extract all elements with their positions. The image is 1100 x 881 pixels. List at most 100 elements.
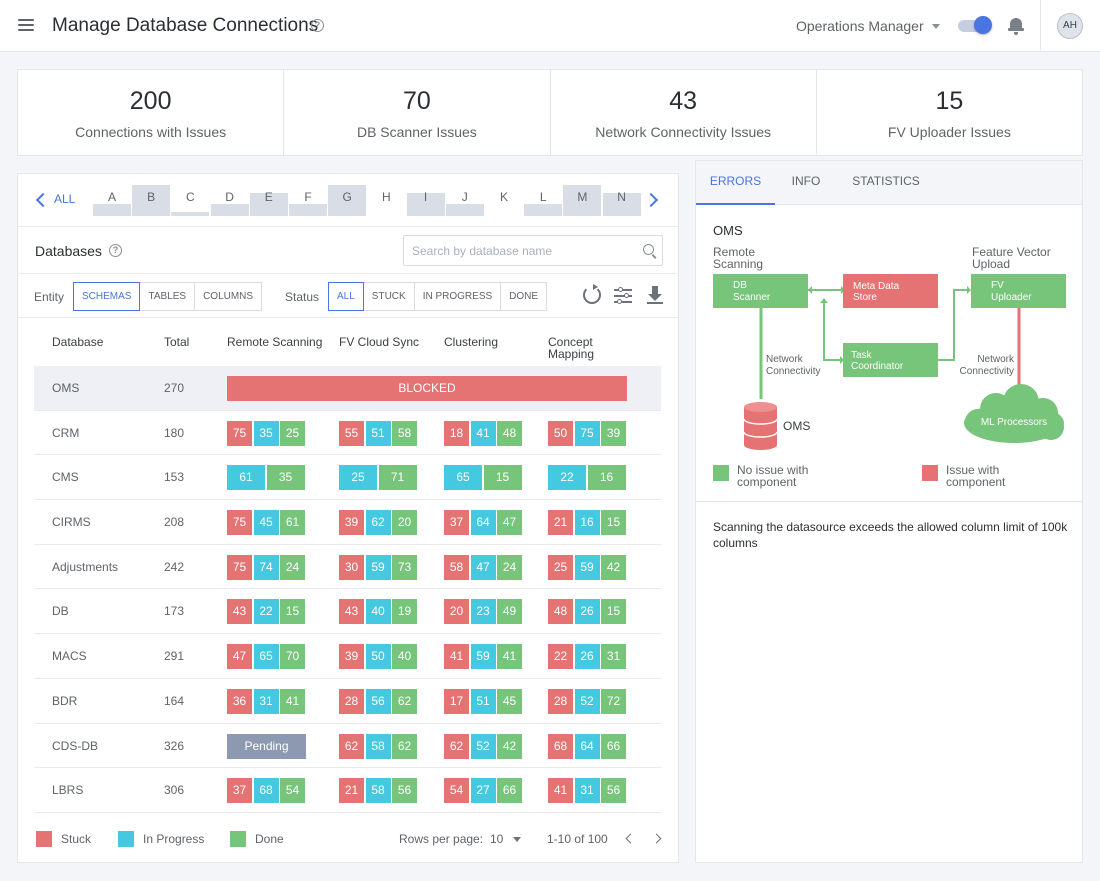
stuck-count[interactable]: 39 <box>339 644 364 670</box>
done-count[interactable]: 72 <box>601 688 626 714</box>
in-progress-count[interactable]: 47 <box>470 554 496 580</box>
in-progress-count[interactable]: 26 <box>574 599 600 625</box>
done-count[interactable]: 58 <box>392 420 417 446</box>
notification-bell-icon[interactable] <box>1008 16 1024 36</box>
done-count[interactable]: 66 <box>601 733 626 759</box>
table-row[interactable]: CDS-DB 326 Pending 62 58 62 62 52 42 68 64 66 <box>34 724 661 769</box>
done-count[interactable]: 45 <box>497 688 522 714</box>
next-page-icon[interactable] <box>651 833 662 844</box>
search-input[interactable] <box>412 242 632 260</box>
done-count[interactable]: 47 <box>497 510 522 536</box>
column-header-fv-cloud-sync[interactable]: FV Cloud Sync <box>339 335 420 349</box>
in-progress-count[interactable]: 31 <box>574 778 600 804</box>
done-count[interactable]: 70 <box>280 644 305 670</box>
download-icon[interactable] <box>646 286 664 304</box>
in-progress-count[interactable]: 59 <box>574 554 600 580</box>
stuck-count[interactable]: 30 <box>339 554 364 580</box>
table-row[interactable]: Adjustments 242 75 74 24 30 59 73 58 47 24 25 59 42 <box>34 545 661 590</box>
done-count[interactable]: 71 <box>378 465 417 491</box>
table-row[interactable]: DB 173 43 22 15 43 40 19 20 23 49 48 26 15 <box>34 589 661 635</box>
in-progress-count[interactable]: 40 <box>365 599 391 625</box>
in-progress-count[interactable]: 52 <box>574 688 600 714</box>
stat-network-connectivity-issues[interactable]: 43 Network Connectivity Issues <box>551 70 817 155</box>
entity-option[interactable]: SCHEMAS <box>73 282 141 311</box>
stuck-count[interactable]: 20 <box>444 599 469 625</box>
alphabet-letter[interactable]: D <box>210 183 249 216</box>
tab-statistics[interactable]: STATISTICS <box>852 174 920 188</box>
done-count[interactable]: 56 <box>601 778 626 804</box>
in-progress-count[interactable]: 58 <box>365 733 391 759</box>
db-scanner-node[interactable] <box>713 274 808 308</box>
in-progress-count[interactable]: 56 <box>365 688 391 714</box>
in-progress-count[interactable]: 35 <box>253 420 279 446</box>
table-row[interactable]: LBRS 306 37 68 54 21 58 56 54 27 66 41 31 56 <box>34 768 661 813</box>
alphabet-all-link[interactable]: ALL <box>54 192 76 206</box>
stuck-count[interactable]: 68 <box>548 733 573 759</box>
chevron-down-icon[interactable] <box>932 24 940 29</box>
chevron-right-icon[interactable] <box>643 192 659 208</box>
in-progress-count[interactable]: 65 <box>253 644 279 670</box>
done-count[interactable]: 62 <box>392 688 417 714</box>
done-count[interactable]: 15 <box>601 510 626 536</box>
alphabet-letter[interactable]: J <box>445 183 484 216</box>
alphabet-letter[interactable]: M <box>563 183 602 216</box>
in-progress-count[interactable]: 45 <box>253 510 279 536</box>
alphabet-letter[interactable]: I <box>406 183 445 216</box>
stuck-count[interactable]: 28 <box>548 688 573 714</box>
in-progress-count[interactable]: 59 <box>365 554 391 580</box>
in-progress-count[interactable]: 61 <box>227 465 265 491</box>
stuck-count[interactable]: 21 <box>548 510 573 536</box>
entity-option[interactable]: TABLES <box>139 282 196 311</box>
status-option[interactable]: IN PROGRESS <box>413 282 502 311</box>
column-header-remote-scanning[interactable]: Remote Scanning <box>227 335 323 349</box>
stuck-count[interactable]: 18 <box>444 420 469 446</box>
in-progress-count[interactable]: 62 <box>365 510 391 536</box>
tab-info[interactable]: INFO <box>791 174 821 188</box>
column-header-total[interactable]: Total <box>164 335 190 349</box>
stuck-count[interactable]: 62 <box>339 733 364 759</box>
in-progress-count[interactable]: 59 <box>470 644 496 670</box>
stuck-count[interactable]: 75 <box>227 554 252 580</box>
done-count[interactable]: 41 <box>497 644 522 670</box>
table-row[interactable]: CMS 153 61 35 25 71 65 15 22 16 <box>34 455 661 501</box>
stuck-count[interactable]: 48 <box>548 599 573 625</box>
stuck-count[interactable]: 75 <box>227 420 252 446</box>
done-count[interactable]: 15 <box>483 465 522 491</box>
in-progress-count[interactable]: 58 <box>365 778 391 804</box>
refresh-icon[interactable] <box>583 284 601 304</box>
stat-db-scanner-issues[interactable]: 70 DB Scanner Issues <box>284 70 551 155</box>
in-progress-count[interactable]: 52 <box>470 733 496 759</box>
done-count[interactable]: 61 <box>280 510 305 536</box>
table-row[interactable]: OMS 270 BLOCKED <box>34 366 661 411</box>
done-count[interactable]: 48 <box>497 420 522 446</box>
stuck-count[interactable]: 25 <box>548 554 573 580</box>
previous-page-icon[interactable] <box>625 833 636 844</box>
done-count[interactable]: 16 <box>587 465 626 491</box>
alphabet-letter[interactable]: L <box>524 183 563 216</box>
in-progress-count[interactable]: 65 <box>444 465 482 491</box>
table-row[interactable]: MACS 291 47 65 70 39 50 40 41 59 41 22 26 31 <box>34 634 661 679</box>
in-progress-count[interactable]: 51 <box>365 420 391 446</box>
stuck-count[interactable]: 62 <box>444 733 469 759</box>
done-count[interactable]: 41 <box>280 688 305 714</box>
pending-status-badge[interactable]: Pending <box>227 733 306 759</box>
stuck-count[interactable]: 37 <box>227 778 252 804</box>
rows-per-page-select[interactable]: 10 <box>490 832 504 846</box>
stuck-count[interactable]: 28 <box>339 688 364 714</box>
stuck-count[interactable]: 41 <box>444 644 469 670</box>
in-progress-count[interactable]: 22 <box>253 599 279 625</box>
entity-option[interactable]: COLUMNS <box>194 282 263 311</box>
cloud-icon[interactable] <box>964 384 1064 443</box>
done-count[interactable]: 62 <box>392 733 417 759</box>
in-progress-count[interactable]: 74 <box>253 554 279 580</box>
in-progress-count[interactable]: 27 <box>470 778 496 804</box>
done-count[interactable]: 15 <box>601 599 626 625</box>
table-row[interactable]: BDR 164 36 31 41 28 56 62 17 51 45 28 52 72 <box>34 679 661 724</box>
done-count[interactable]: 25 <box>280 420 305 446</box>
done-count[interactable]: 42 <box>497 733 522 759</box>
column-header-database[interactable]: Database <box>52 335 104 349</box>
table-row[interactable]: CRM 180 75 35 25 55 51 58 18 41 48 50 75 39 <box>34 411 661 456</box>
chevron-down-icon[interactable] <box>513 837 521 842</box>
in-progress-count[interactable]: 75 <box>574 420 600 446</box>
alphabet-letter[interactable]: A <box>93 183 131 216</box>
